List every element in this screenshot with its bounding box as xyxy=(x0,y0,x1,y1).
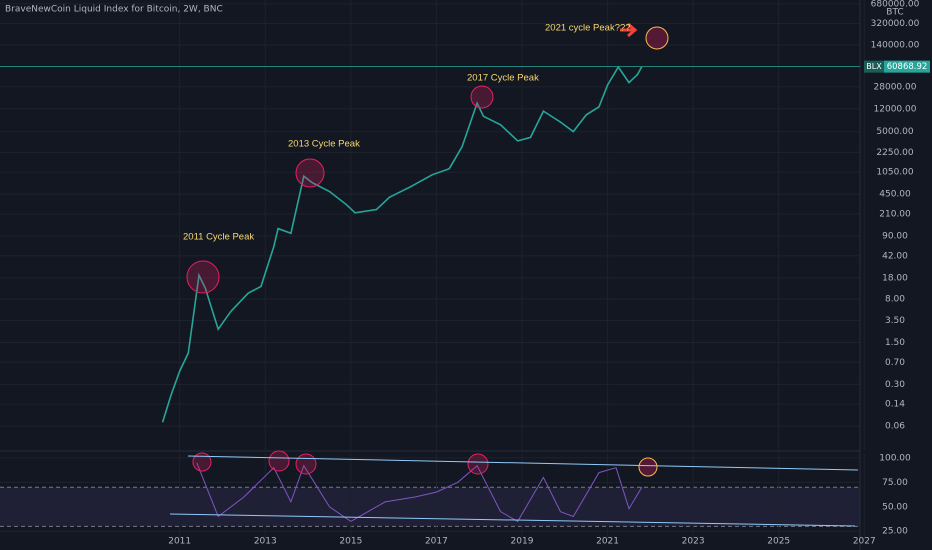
y-tick-label: 1.50 xyxy=(885,338,905,348)
rsi-circle xyxy=(638,457,658,477)
annotation: 2017 Cycle Peak xyxy=(467,73,539,84)
y-tick-label: 25.00 xyxy=(882,527,908,537)
x-tick-label: 2015 xyxy=(339,537,362,547)
peak-circle xyxy=(645,26,669,50)
y-tick-label: 210.00 xyxy=(879,210,911,220)
y-tick-label: 320000.00 xyxy=(871,19,920,29)
y-tick-label: 1050.00 xyxy=(876,168,913,178)
y-tick-label: 2250.00 xyxy=(876,148,913,158)
price-tag xyxy=(864,60,884,73)
y-tick-label: 8.00 xyxy=(885,294,905,304)
x-tick-label: 2019 xyxy=(511,537,534,547)
annotation: 2011 Cycle Peak xyxy=(183,232,254,243)
rsi-circle xyxy=(192,452,212,472)
annotation: 2013 Cycle Peak xyxy=(288,139,360,150)
y-tick-label: 450.00 xyxy=(879,190,911,200)
price-tag xyxy=(884,60,930,73)
x-tick-label: 2021 xyxy=(596,537,619,547)
chart-title: BraveNewCoin Liquid Index for Bitcoin, 2… xyxy=(5,5,223,15)
rsi-circle xyxy=(295,453,317,475)
x-tick-label: 2011 xyxy=(168,537,191,547)
x-tick-label: 2027 xyxy=(853,537,876,547)
rsi-circle xyxy=(268,450,290,472)
peak-circle xyxy=(186,260,220,294)
peak-circle xyxy=(470,85,494,109)
y-tick-label: 90.00 xyxy=(882,232,908,242)
y-tick-label: 18.00 xyxy=(882,273,908,283)
x-tick-label: 2025 xyxy=(767,537,790,547)
plot xyxy=(0,65,860,523)
y-tick-label: 3.50 xyxy=(885,316,905,326)
y-tick-label: 5000.00 xyxy=(876,127,913,137)
y-tick-label: 680000.00 xyxy=(871,0,920,9)
last-price-label: 60868.92 xyxy=(887,62,928,72)
y-tick-label: 100.00 xyxy=(879,453,911,463)
y-tick-label: 28000.00 xyxy=(874,82,917,92)
rsi-circle xyxy=(467,453,489,475)
series-line xyxy=(161,65,643,423)
trend-line xyxy=(169,513,856,527)
y-tick-label: 0.70 xyxy=(885,358,905,368)
peak-circle xyxy=(295,158,325,188)
y-tick-label: 0.30 xyxy=(885,380,905,390)
annotations: 2011 Cycle Peak 2013 Cycle Peak 2017 Cyc… xyxy=(169,22,859,527)
y-tick-label: 42.00 xyxy=(882,251,908,261)
y-tick-label: 0.06 xyxy=(885,422,905,432)
trend-line xyxy=(187,455,859,471)
y-tick-label: 0.14 xyxy=(885,400,905,410)
x-tick-label: 2017 xyxy=(425,537,448,547)
y-tick-label: 140000.00 xyxy=(871,40,920,50)
series-line xyxy=(196,462,643,523)
y-tick-label: 50.00 xyxy=(882,502,908,512)
y-tick-label: 75.00 xyxy=(882,478,908,488)
annotation: 2021 cycle Peak??? xyxy=(545,23,631,34)
x-tick-label: 2023 xyxy=(682,537,705,547)
currency: BTC xyxy=(886,8,903,18)
x-tick-label: 2013 xyxy=(254,537,277,547)
arrow xyxy=(620,22,638,38)
y-tick-label: 12000.00 xyxy=(874,104,917,114)
series-name: BLX xyxy=(866,62,882,71)
